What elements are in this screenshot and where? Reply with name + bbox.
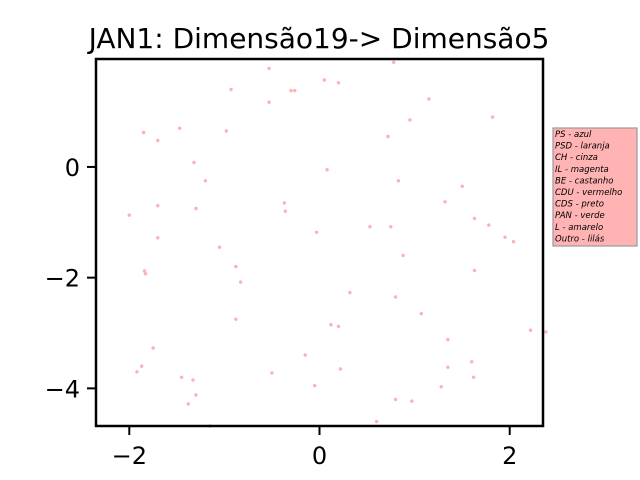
data-point <box>192 160 196 165</box>
data-point <box>151 346 155 350</box>
data-point <box>471 375 476 379</box>
data-point <box>408 118 412 122</box>
legend-entry: CDS - preto <box>555 200 604 210</box>
data-point <box>143 272 148 276</box>
data-point <box>156 204 160 208</box>
data-point <box>393 295 398 299</box>
data-point <box>289 88 293 93</box>
data-point <box>267 66 271 71</box>
data-point <box>322 78 326 82</box>
x-tick-label: 0 <box>312 442 327 470</box>
data-point <box>443 200 447 204</box>
data-point <box>410 399 414 403</box>
data-point <box>368 225 372 229</box>
points-layer <box>127 60 548 428</box>
data-point <box>336 324 341 329</box>
data-point <box>191 378 195 382</box>
data-point <box>135 370 139 374</box>
data-point <box>142 269 147 273</box>
data-point <box>293 88 297 93</box>
data-point <box>156 236 160 240</box>
data-point <box>490 115 495 119</box>
data-point <box>270 371 274 375</box>
data-point <box>234 317 238 321</box>
data-point <box>336 81 341 85</box>
data-point <box>229 87 233 92</box>
data-point <box>338 367 343 371</box>
legend-entry: IL - magenta <box>555 165 609 175</box>
data-point <box>472 268 477 273</box>
data-point <box>511 240 516 244</box>
data-point <box>303 353 307 357</box>
data-point <box>427 97 431 101</box>
legend-entry: PSD - laranja <box>555 142 610 152</box>
legend-entry: Outro - lilás <box>555 234 605 244</box>
data-point <box>283 209 287 213</box>
data-point <box>186 402 190 406</box>
y-tick-label: 0 <box>65 154 80 182</box>
data-point <box>392 60 396 64</box>
legend-entry: PAN - verde <box>555 211 605 221</box>
data-point <box>178 126 182 130</box>
data-point <box>374 419 379 424</box>
data-point <box>329 323 333 327</box>
data-point <box>544 330 548 334</box>
data-point <box>386 134 390 139</box>
data-point <box>446 365 450 369</box>
data-point <box>472 216 477 221</box>
data-point <box>460 184 464 188</box>
data-point <box>487 223 491 227</box>
data-point <box>179 375 184 379</box>
legend-box <box>552 127 638 247</box>
data-point <box>393 397 398 402</box>
data-point <box>528 328 533 332</box>
data-point <box>194 206 198 211</box>
data-point <box>446 337 450 342</box>
data-point <box>267 100 271 104</box>
plot-frame <box>94 57 545 428</box>
data-point <box>141 130 146 135</box>
legend-entry: BE - castanho <box>555 176 614 186</box>
data-point <box>156 138 160 143</box>
data-point <box>203 179 208 183</box>
x-tick-label: 2 <box>502 442 517 470</box>
data-point <box>389 225 393 229</box>
data-point <box>140 364 144 368</box>
data-point <box>348 290 352 295</box>
data-point <box>224 129 228 133</box>
legend-entry: CDU - vermelho <box>555 188 622 198</box>
data-point <box>313 383 317 388</box>
data-point <box>127 213 131 217</box>
x-tick-label: −2 <box>112 442 147 470</box>
data-point <box>470 360 474 364</box>
data-point <box>314 230 319 234</box>
data-point <box>282 201 286 205</box>
data-point <box>396 179 401 183</box>
axis-ticks: −2 0 2 0 −2 −4 <box>45 154 518 470</box>
data-point <box>325 168 329 172</box>
data-point <box>401 253 405 258</box>
data-point <box>234 264 238 269</box>
data-point <box>217 245 222 249</box>
legend-entry: PS - azul <box>555 130 592 140</box>
data-point <box>503 235 507 239</box>
y-tick-label: −2 <box>45 265 80 293</box>
chart-title: JAN1: Dimensão19-> Dimensão5 <box>87 22 550 55</box>
y-tick-label: −4 <box>45 375 80 403</box>
legend-entry: CH - cinza <box>555 153 598 163</box>
data-point <box>439 385 443 389</box>
data-point <box>194 393 198 397</box>
legend-entry: L - amarelo <box>555 223 603 233</box>
data-point <box>238 280 243 284</box>
data-point <box>419 311 423 316</box>
